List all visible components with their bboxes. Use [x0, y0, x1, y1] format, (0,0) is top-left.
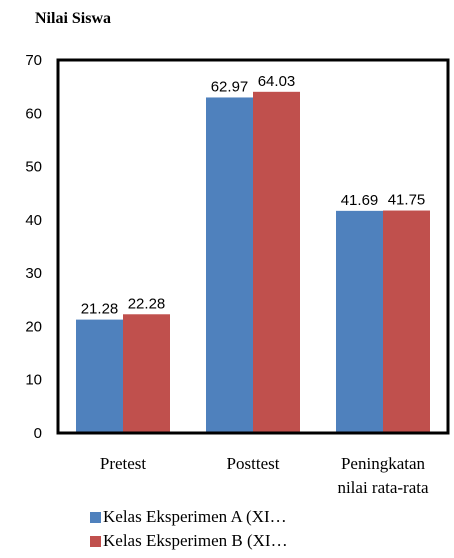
- bar: [383, 210, 430, 433]
- data-label: 21.28: [81, 301, 119, 318]
- x-axis-categories: Pretest Posttest Peningkatan nilai rata-rat…: [100, 454, 429, 497]
- y-tick-label: 50: [25, 159, 42, 176]
- bar: [253, 91, 300, 433]
- legend-swatch: [90, 536, 101, 547]
- y-tick-label: 70: [25, 52, 42, 69]
- bar: [206, 97, 253, 434]
- y-tick-label: 20: [25, 318, 42, 335]
- category-label: Pretest: [100, 454, 147, 473]
- bar: [76, 319, 123, 433]
- y-tick-label: 0: [34, 425, 42, 442]
- bars: [76, 91, 430, 434]
- category-label: nilai rata-rata: [337, 478, 429, 497]
- data-label: 41.75: [388, 192, 426, 209]
- y-tick-label: 10: [25, 372, 42, 389]
- plot-frame: [56, 58, 450, 435]
- bar: [336, 210, 383, 433]
- legend: Kelas Eksperimen A (XI… Kelas Eksperimen …: [90, 507, 288, 550]
- legend-swatch: [90, 512, 101, 523]
- category-label: Posttest: [227, 454, 280, 473]
- legend-label: Kelas Eksperimen A (XI…: [103, 507, 287, 526]
- data-label: 64.03: [258, 73, 296, 90]
- y-axis-ticks: 0 10 20 30 40 50 60 70: [25, 52, 42, 442]
- data-label: 22.28: [128, 295, 166, 312]
- chart-title: Nilai Siswa: [35, 10, 111, 27]
- data-labels: 21.28 22.28 62.97 64.03 41.69 41.75: [81, 73, 426, 318]
- data-label: 62.97: [211, 78, 249, 95]
- bar: [123, 314, 170, 433]
- legend-label: Kelas Eksperimen B (XI…: [103, 531, 288, 550]
- data-label: 41.69: [341, 192, 379, 209]
- y-tick-label: 60: [25, 105, 42, 122]
- y-tick-label: 40: [25, 212, 42, 229]
- category-label: Peningkatan: [341, 454, 426, 473]
- y-tick-label: 30: [25, 265, 42, 282]
